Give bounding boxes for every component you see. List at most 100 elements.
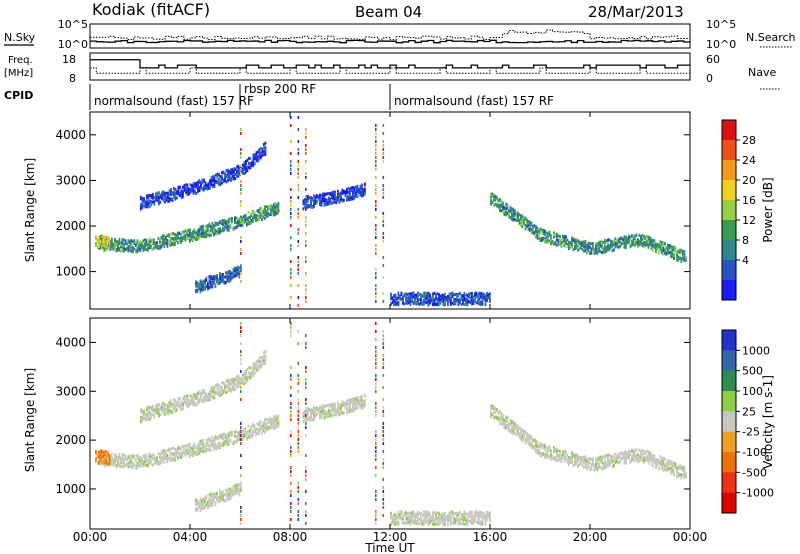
power-cell [658,251,660,255]
velocity-cell [520,437,522,441]
power-cell [602,250,605,254]
power-cell [656,243,659,247]
velocity-cell [199,449,202,453]
velocity-cell [307,416,309,420]
power-streak [305,232,307,235]
power-cell [195,289,197,293]
power-cell [662,242,665,246]
power-cell [143,204,145,208]
power-cell [277,211,280,215]
power-streak [382,224,385,227]
velocity-cell [337,408,339,412]
power-cell [235,226,238,230]
velocity-cell [169,456,172,460]
power-cell [277,208,280,212]
velocity-cell [338,410,341,414]
velocity-cell [191,395,193,399]
velocity-cell [220,497,223,501]
power-cell [423,293,425,297]
velocity-cell [247,424,250,428]
power-cell [186,185,189,189]
power-cell [459,291,461,295]
power-cell [670,254,672,258]
power-cell [228,176,231,180]
power-streak [305,284,307,287]
power-cell [123,246,125,250]
power-cell [355,192,357,196]
power-cell [276,208,278,212]
power-cell [625,243,627,247]
power-cell [236,165,238,169]
power-cell [249,162,252,166]
power-cell [595,245,597,249]
power-cell [139,243,142,247]
velocity-cell [187,443,190,447]
power-cell [181,238,184,242]
power-cell [243,215,245,219]
power-cell [229,218,232,222]
power-cell [261,218,263,222]
power-cell [222,227,224,231]
velocity-cell [319,408,321,412]
power-cell [239,170,241,174]
velocity-cell [311,418,314,422]
velocity-cell [190,446,193,450]
velocity-cell [186,400,189,404]
velocity-cell [208,500,211,504]
power-cell [547,240,549,244]
power-cell [429,299,431,303]
velocity-cell [118,453,121,457]
velocity-cell [214,443,217,447]
velocity-cell [185,398,187,402]
velocity-cell [234,387,237,391]
power-cell [466,298,469,302]
power-cell [530,227,533,231]
power-cell [183,232,185,236]
power-cell [499,205,501,209]
power-cell [557,241,560,245]
power-cell [168,233,170,237]
power-cell [102,243,105,247]
velocity-cell [530,442,533,446]
power-cell [240,218,242,222]
station-title: Kodiak (fitACF) [92,0,210,19]
velocity-cell [118,455,121,459]
power-cell [423,295,425,299]
power-cell [195,235,197,239]
velocity-cell [178,454,181,458]
velocity-cell [239,381,241,385]
velocity-cell [258,363,261,367]
velocity-cell [176,402,178,406]
power-streak [297,148,300,151]
power-cell [310,197,312,201]
power-cell [105,235,108,239]
power-cell [192,186,195,190]
velocity-cell [219,492,221,496]
power-cell [420,292,422,296]
power-cell [575,246,578,250]
velocity-cell [219,444,221,448]
power-cell [219,229,221,233]
velocity-cell [185,402,187,406]
velocity-cell [215,390,217,394]
power-cell [490,200,492,204]
power-cell [140,195,142,199]
velocity-cell [240,378,243,382]
velocity-cell [226,436,229,440]
power-streak [375,156,377,159]
power-cell [168,192,171,196]
power-cell [207,233,209,237]
velocity-cell [259,424,262,428]
power-cell [599,249,602,253]
power-cell [544,229,546,233]
power-cell [188,187,190,191]
velocity-cell [515,424,518,428]
power-streak [375,300,377,303]
velocity-cell [520,431,522,435]
power-cell [421,294,424,298]
power-cell [273,204,275,208]
power-cell [200,183,202,187]
velocity-cell [212,385,214,389]
velocity-cell [205,438,208,442]
power-cell [211,226,214,230]
